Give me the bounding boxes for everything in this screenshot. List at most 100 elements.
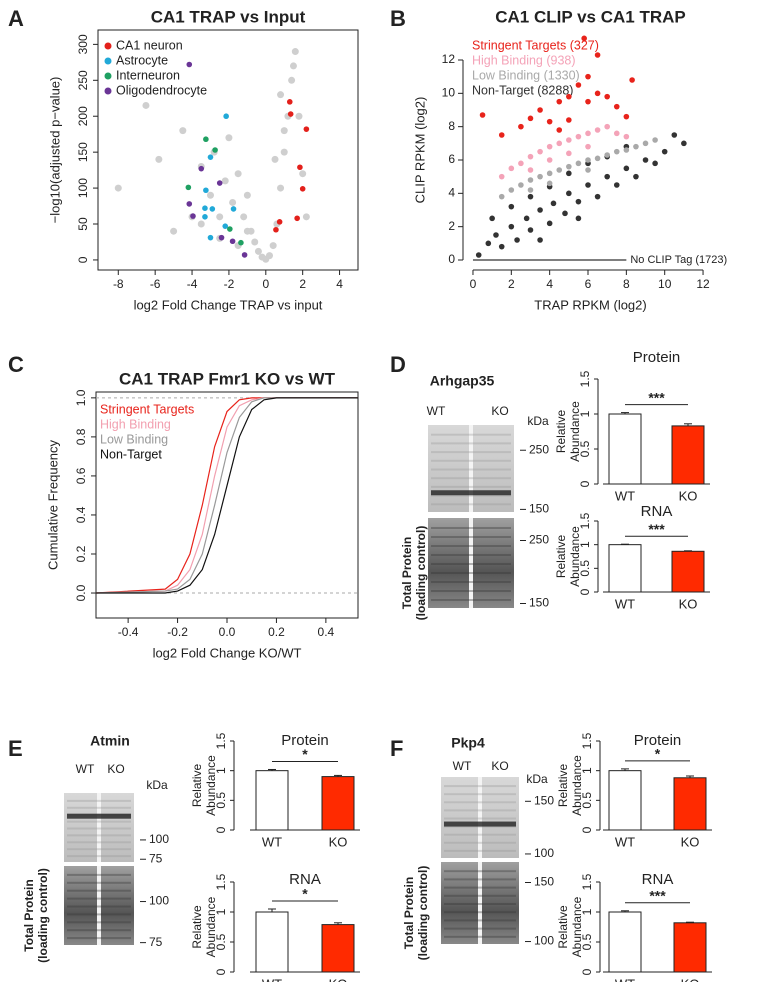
x-tick-label: KO: [681, 976, 700, 982]
legend-label: Stringent Targets: [100, 402, 194, 416]
chart-title: RNA: [289, 871, 321, 888]
x-tick-label: WT: [615, 976, 635, 982]
x-tick-label: KO: [329, 834, 348, 849]
y-tick-label: 0.8: [74, 428, 88, 445]
point: [518, 182, 524, 188]
y-tick-label: 0: [580, 826, 594, 833]
point: [562, 210, 568, 217]
marker-label: 150: [534, 875, 554, 889]
point: [585, 73, 591, 80]
y-axis-label: Relative: [554, 535, 568, 579]
gel-band: [444, 870, 516, 873]
gel-band: [431, 581, 511, 583]
loading-control-label: Total Protein: [400, 537, 414, 609]
point: [302, 213, 310, 221]
point: [575, 82, 582, 88]
legend-marker: [104, 42, 112, 50]
gel-band: [444, 809, 516, 812]
y-tick-label: 0: [448, 252, 455, 266]
gel-band: [431, 536, 511, 538]
y-tick-label: 1: [214, 908, 228, 915]
point: [546, 180, 553, 187]
significance-label: ***: [648, 521, 665, 537]
y-tick-label: 0.0: [74, 584, 88, 601]
y-tick-label: 0.5: [214, 792, 228, 809]
series-line: [96, 397, 358, 594]
gel-band: [431, 477, 511, 480]
gel-band: [67, 889, 131, 892]
gel-band: [431, 485, 511, 488]
y-tick-label: 100: [76, 178, 90, 198]
y-tick-label: 10: [442, 86, 456, 100]
point: [295, 112, 303, 120]
gel-band: [431, 599, 511, 601]
y-tick-label: 0.5: [214, 933, 228, 950]
y-tick-label: 0: [580, 968, 594, 975]
gel-band: [444, 821, 516, 827]
gel-band: [431, 563, 511, 565]
y-axis-label: Abundance: [570, 896, 584, 957]
point: [537, 237, 543, 243]
point: [479, 112, 486, 118]
lane-divider: [97, 793, 101, 862]
point: [537, 107, 543, 113]
point: [254, 247, 262, 255]
gel-band: [444, 833, 516, 836]
point: [527, 227, 534, 233]
point: [303, 126, 310, 132]
point: [207, 154, 214, 160]
gel-band: [431, 490, 511, 496]
point: [633, 143, 639, 150]
x-tick-label: 4: [336, 277, 343, 291]
point: [550, 200, 557, 207]
y-axis-label: Cumulative Frequency: [45, 439, 60, 570]
gel-band: [444, 841, 516, 844]
y-tick-label: 6: [448, 152, 455, 166]
point: [498, 193, 505, 200]
point: [155, 155, 163, 163]
point: [566, 150, 572, 157]
y-axis-label: Abundance: [568, 401, 582, 462]
gel-band: [67, 913, 131, 916]
significance-label: *: [655, 746, 661, 762]
y-tick-label: 0.5: [580, 933, 594, 950]
point: [575, 198, 582, 205]
point: [594, 127, 601, 133]
point: [594, 193, 601, 200]
point: [604, 152, 610, 158]
x-tick-label: WT: [615, 834, 635, 849]
chart-title: CA1 TRAP vs Input: [151, 7, 306, 26]
y-tick-label: 1: [580, 908, 594, 915]
point: [556, 127, 563, 133]
gel-band: [431, 468, 511, 471]
y-tick-label: 4: [448, 186, 455, 200]
bar: [321, 924, 355, 973]
y-tick-label: 12: [442, 52, 456, 66]
point: [216, 213, 224, 221]
blot-title: Arhgap35: [430, 373, 495, 389]
point: [286, 99, 293, 105]
x-tick-label: 2: [299, 277, 306, 291]
marker-label: 100: [149, 832, 169, 846]
point: [581, 35, 587, 42]
point: [243, 191, 251, 199]
point: [277, 91, 285, 99]
point: [585, 182, 591, 188]
marker-label: 100: [149, 894, 169, 908]
gel-band: [67, 820, 131, 823]
point: [566, 170, 572, 177]
blot-title: Atmin: [90, 733, 130, 749]
x-tick-label: -0.4: [118, 625, 139, 639]
x-tick-label: 2: [508, 277, 515, 291]
legend-label: Low Binding (1330): [472, 68, 580, 82]
y-axis-label: −log10(adjusted p−value): [47, 77, 62, 224]
y-axis-label: Relative: [556, 764, 570, 808]
gel-band: [67, 929, 131, 932]
bar: [671, 550, 705, 593]
gel-band: [431, 572, 511, 574]
point: [269, 242, 277, 250]
point: [514, 237, 520, 243]
lane-label: WT: [427, 404, 446, 418]
point: [546, 170, 553, 177]
point: [223, 113, 229, 120]
